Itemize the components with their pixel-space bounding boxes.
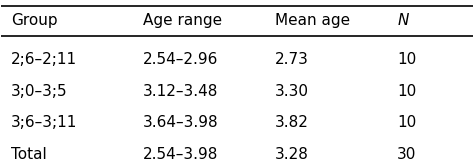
Text: 3.64–3.98: 3.64–3.98 bbox=[143, 115, 219, 130]
Text: 3.12–3.48: 3.12–3.48 bbox=[143, 84, 218, 99]
Text: 2.54–3.98: 2.54–3.98 bbox=[143, 147, 218, 162]
Text: 2.54–2.96: 2.54–2.96 bbox=[143, 52, 218, 67]
Text: Total: Total bbox=[11, 147, 46, 162]
Text: 3;6–3;11: 3;6–3;11 bbox=[11, 115, 77, 130]
Text: Mean age: Mean age bbox=[275, 13, 350, 28]
Text: 10: 10 bbox=[397, 52, 417, 67]
Text: Age range: Age range bbox=[143, 13, 222, 28]
Text: 3;0–3;5: 3;0–3;5 bbox=[11, 84, 67, 99]
Text: 2.73: 2.73 bbox=[275, 52, 309, 67]
Text: 2;6–2;11: 2;6–2;11 bbox=[11, 52, 77, 67]
Text: N: N bbox=[397, 13, 409, 28]
Text: 3.30: 3.30 bbox=[275, 84, 309, 99]
Text: 30: 30 bbox=[397, 147, 417, 162]
Text: 3.28: 3.28 bbox=[275, 147, 309, 162]
Text: 10: 10 bbox=[397, 84, 417, 99]
Text: 3.82: 3.82 bbox=[275, 115, 309, 130]
Text: 10: 10 bbox=[397, 115, 417, 130]
Text: Group: Group bbox=[11, 13, 57, 28]
